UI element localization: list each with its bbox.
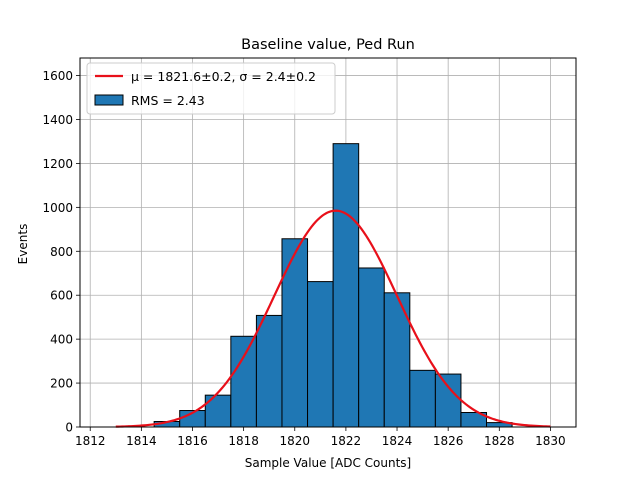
histogram-bar bbox=[281, 238, 309, 428]
histogram-bar bbox=[332, 143, 360, 428]
fit-curve-layer bbox=[115, 209, 551, 428]
x-tick-label: 1816 bbox=[177, 434, 208, 448]
histogram-bar bbox=[307, 281, 334, 428]
plot-frame bbox=[79, 57, 577, 428]
legend-fit-label: μ = 1821.6±0.2, σ = 2.4±0.2 bbox=[131, 69, 316, 84]
legend: μ = 1821.6±0.2, σ = 2.4±0.2 RMS = 2.43 bbox=[86, 62, 336, 115]
histogram-bars bbox=[153, 143, 513, 428]
x-tick-label: 1818 bbox=[228, 434, 259, 448]
y-tick-label: 0 bbox=[65, 421, 73, 435]
y-tick-label: 1600 bbox=[42, 69, 73, 83]
y-tick-label: 1400 bbox=[42, 113, 73, 127]
x-tick-label: 1828 bbox=[484, 434, 515, 448]
histogram-bar bbox=[358, 267, 385, 428]
x-tick-label: 1820 bbox=[279, 434, 310, 448]
x-tick-label: 1822 bbox=[331, 434, 362, 448]
x-tick-label: 1814 bbox=[126, 434, 157, 448]
y-tick-label: 1200 bbox=[42, 157, 73, 171]
y-axis-ticks: 0 200 400 600 800 1000 1200 1400 1600 bbox=[42, 69, 80, 435]
x-tick-label: 1826 bbox=[433, 434, 464, 448]
y-tick-label: 1000 bbox=[42, 201, 73, 215]
histogram-bar bbox=[409, 369, 436, 428]
x-axis-ticks: 1812 1814 1816 1818 1820 1822 1824 1826 1828 1830 bbox=[75, 427, 566, 448]
y-axis-label: Events bbox=[16, 224, 30, 265]
x-tick-label: 1830 bbox=[535, 434, 566, 448]
y-tick-label: 600 bbox=[50, 289, 73, 303]
gaussian-fit-curve bbox=[115, 209, 551, 428]
x-tick-label: 1812 bbox=[75, 434, 106, 448]
chart-title: Baseline value, Ped Run bbox=[241, 37, 415, 53]
y-tick-label: 400 bbox=[50, 333, 73, 347]
histogram-bar bbox=[230, 335, 257, 428]
histogram-bar bbox=[434, 373, 462, 428]
x-axis-label: Sample Value [ADC Counts] bbox=[245, 456, 411, 470]
y-tick-label: 200 bbox=[50, 377, 73, 391]
histogram-bar bbox=[255, 314, 283, 428]
legend-box bbox=[86, 62, 336, 115]
y-tick-label: 800 bbox=[50, 245, 73, 259]
legend-histogram-label: RMS = 2.43 bbox=[131, 93, 205, 108]
x-tick-label: 1824 bbox=[382, 434, 413, 448]
legend-histogram-swatch bbox=[94, 94, 124, 106]
